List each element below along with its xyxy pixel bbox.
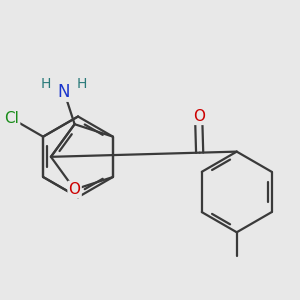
- Text: O: O: [69, 182, 81, 197]
- Text: H: H: [77, 77, 87, 91]
- Text: O: O: [193, 109, 205, 124]
- Text: H: H: [40, 77, 51, 91]
- Text: Cl: Cl: [4, 111, 19, 126]
- Text: N: N: [58, 82, 70, 100]
